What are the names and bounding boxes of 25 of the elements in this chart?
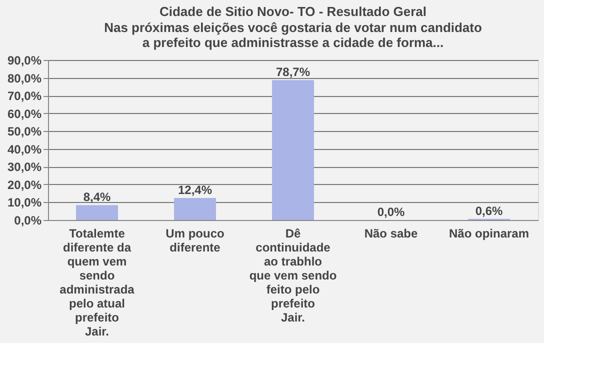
data-label: 78,7% — [276, 65, 310, 80]
data-label: 0,0% — [377, 205, 405, 219]
y-tick-label: 50,0% — [7, 124, 42, 139]
y-tick-label: 10,0% — [7, 196, 42, 210]
y-tick-label: 30,0% — [7, 160, 42, 174]
y-tick-label: 20,0% — [7, 178, 42, 192]
bar — [76, 205, 118, 220]
y-tick-label: 60,0% — [7, 106, 42, 121]
x-tick-label: Dê continuidade ao trabhlo que vem sendo feito pelo prefeito Jair. — [249, 226, 337, 324]
chart-subtitle: Nas próximas eleições você gostaria de votar num candidato a prefeito que administrasse a cidade de forma... — [104, 20, 482, 50]
x-tick-label: Totalemte diferente da quem vem sendo administrada pelo atual prefeito Jair. — [60, 226, 135, 338]
y-tick-label: 0,0% — [14, 214, 42, 228]
bar — [174, 198, 216, 220]
bar — [272, 80, 314, 220]
y-tick-label: 80,0% — [7, 71, 42, 86]
x-tick-label: Não opinaram — [448, 226, 530, 240]
y-tick-label: 40,0% — [7, 142, 42, 156]
data-label: 12,4% — [178, 182, 212, 197]
y-tick-label: 70,0% — [7, 89, 42, 104]
x-tick-label: Não sabe — [364, 226, 418, 240]
data-label: 0,6% — [475, 204, 503, 218]
chart-title: Cidade de Sitio Novo- TO - Resultado Geral — [159, 4, 427, 19]
data-label: 8,4% — [83, 190, 111, 204]
x-tick-label: Um pouco diferente — [166, 226, 224, 254]
y-tick-label: 90,0% — [7, 54, 42, 68]
